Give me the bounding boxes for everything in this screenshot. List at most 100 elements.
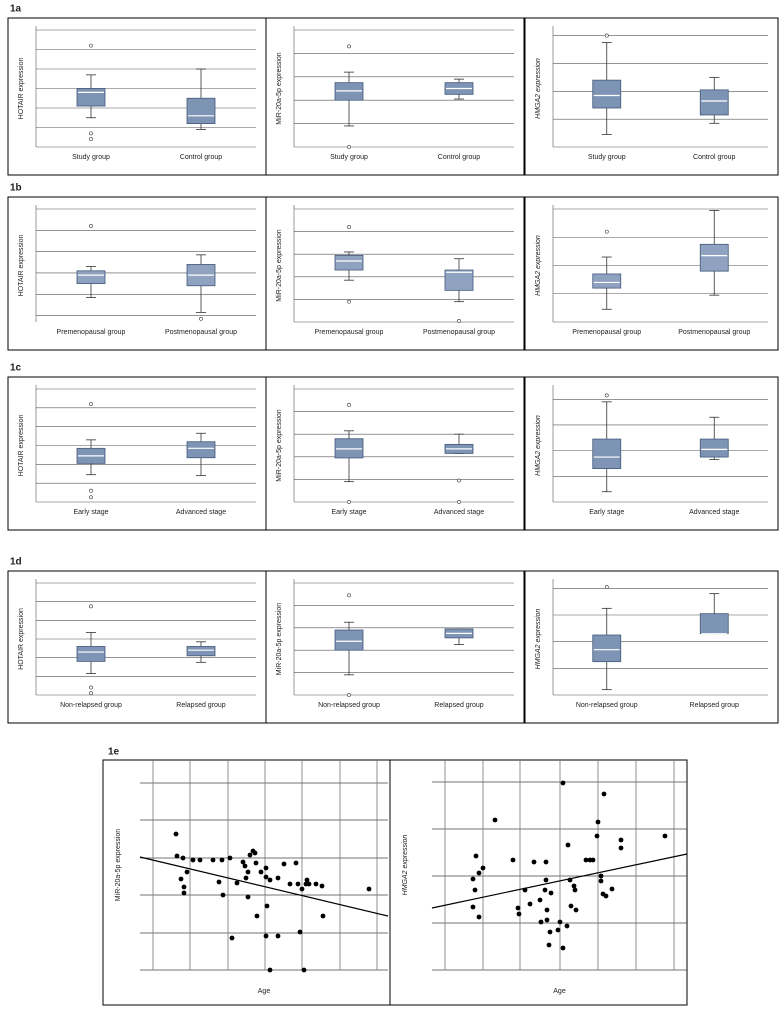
point <box>537 897 543 903</box>
outlier <box>89 224 93 228</box>
point <box>595 819 601 825</box>
panel-frame <box>7 17 267 176</box>
category-label-box: Study group <box>588 154 626 161</box>
point <box>263 933 269 939</box>
category-label-box: Postmenopausal group <box>678 329 750 336</box>
point <box>240 859 246 865</box>
box <box>699 89 729 116</box>
point <box>560 780 566 786</box>
box <box>334 629 364 651</box>
outlier <box>604 393 609 398</box>
x-axis-label: Age <box>258 988 271 995</box>
point <box>184 869 190 875</box>
box <box>699 243 729 272</box>
point <box>173 831 179 837</box>
outlier <box>347 299 351 304</box>
point <box>252 850 258 856</box>
outlier <box>89 43 93 48</box>
panel-frame <box>524 17 779 176</box>
point <box>216 879 222 885</box>
point <box>245 869 251 875</box>
point <box>547 929 553 935</box>
point <box>573 907 579 913</box>
x-tick-label: Advanced stage <box>433 509 485 516</box>
point <box>293 860 299 866</box>
x-tick-label: Advanced stage <box>689 509 740 516</box>
outlier <box>89 131 93 136</box>
point <box>299 886 305 892</box>
point <box>275 875 281 881</box>
outlier <box>457 478 461 483</box>
box <box>592 273 622 289</box>
point <box>313 881 319 887</box>
x-tick-label: Control group <box>437 154 481 161</box>
point <box>227 855 233 861</box>
point <box>546 942 552 948</box>
category-label-box: Non-relapsed group <box>318 702 380 709</box>
box <box>186 646 216 657</box>
point <box>538 919 544 925</box>
y-axis-label: HOTAIR expression <box>18 608 25 670</box>
point <box>287 881 293 887</box>
x-tick-label: Non-relapsed group <box>60 702 122 709</box>
category-label-box: Control group <box>437 154 481 161</box>
point <box>548 890 554 896</box>
point <box>253 860 259 866</box>
point <box>306 881 312 887</box>
point <box>590 857 596 863</box>
point <box>594 833 600 839</box>
category-label-box: Non-relapsed group <box>60 702 122 709</box>
point <box>234 880 240 886</box>
point <box>571 883 577 889</box>
outlier <box>89 137 93 142</box>
category-label-box: Advanced stage <box>176 509 226 516</box>
box <box>76 646 106 662</box>
outlier <box>347 225 351 229</box>
category-label-box: Postmenopausal group <box>165 329 237 336</box>
x-tick-label: Control group <box>179 154 223 161</box>
point <box>178 876 184 882</box>
point <box>295 881 301 887</box>
x-tick-label: Postmenopausal group <box>423 329 495 336</box>
panel-frame <box>389 759 688 1006</box>
x-tick-label: Early stage <box>331 509 367 516</box>
point <box>492 817 498 823</box>
y-axis-label: HOTAIR expression <box>18 58 25 120</box>
point <box>601 791 607 797</box>
outlier <box>347 44 351 49</box>
box <box>334 254 364 271</box>
point <box>522 887 528 893</box>
box <box>186 97 216 125</box>
panel-frame <box>265 196 525 351</box>
point <box>555 927 561 933</box>
point <box>247 852 253 858</box>
outlier <box>89 604 93 609</box>
point <box>254 913 260 919</box>
outlier <box>604 33 609 38</box>
point <box>210 857 216 863</box>
point <box>543 859 549 865</box>
point <box>618 837 624 843</box>
point <box>181 890 187 896</box>
panel-frame <box>265 17 525 176</box>
point <box>618 845 624 851</box>
point <box>243 875 249 881</box>
outlier <box>89 402 93 406</box>
x-tick-label: Relapsed group <box>176 702 226 709</box>
outlier <box>89 495 93 500</box>
panel-frame <box>265 376 525 531</box>
category-label-box: Non-relapsed group <box>575 702 638 709</box>
outlier <box>89 685 93 690</box>
x-tick-label: Non-relapsed group <box>575 702 638 709</box>
box <box>76 88 106 107</box>
point <box>544 907 550 913</box>
panel-label: 1d <box>10 557 22 568</box>
point <box>565 842 571 848</box>
category-label-box: Postmenopausal group <box>423 329 495 336</box>
box <box>592 79 622 109</box>
point <box>242 863 248 869</box>
category-label-box: Control group <box>179 154 223 161</box>
y-axis-label: MiR-20a-5p expression <box>276 52 283 124</box>
point <box>598 878 604 884</box>
